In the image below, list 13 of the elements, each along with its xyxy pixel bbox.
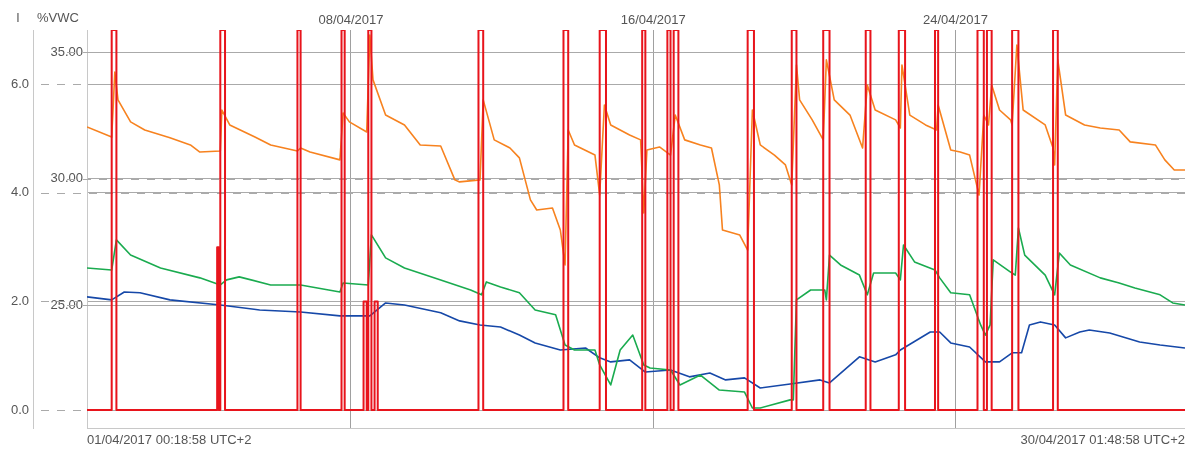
- text: 01/04/2017 00:18:58 UTC+2: [87, 431, 252, 447]
- y-axis-title: l: [16, 9, 20, 25]
- y-tick-label: 2.0: [10, 293, 29, 309]
- x-tick-label: 08/04/2017: [318, 11, 384, 27]
- y-tick-label: 4.0: [10, 184, 29, 200]
- y2-axis-title: %VWC: [37, 9, 79, 25]
- y-tick-label: 6.0: [10, 75, 29, 91]
- text: 30/04/2017 01:48:58 UTC+2: [1020, 431, 1185, 447]
- y-tick-label: 0.0: [10, 401, 29, 417]
- y2-tick-label: 35.00: [50, 43, 83, 59]
- y2-tick-label: 30.00: [50, 170, 83, 186]
- x-tick-label: 24/04/2017: [922, 11, 988, 27]
- x-tick-label: 16/04/2017: [620, 11, 686, 27]
